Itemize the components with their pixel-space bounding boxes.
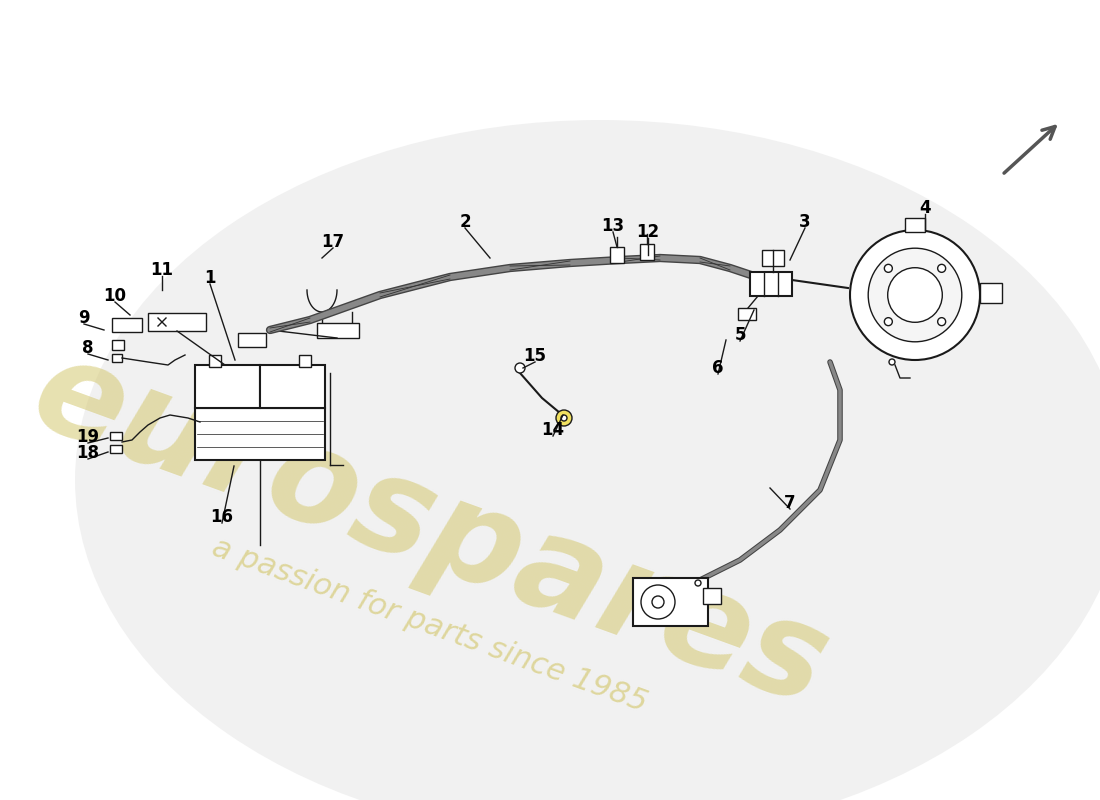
- Circle shape: [868, 248, 961, 342]
- Text: 6: 6: [713, 359, 724, 377]
- Circle shape: [850, 230, 980, 360]
- Text: 13: 13: [602, 217, 625, 235]
- Text: 1: 1: [205, 269, 216, 287]
- Text: 4: 4: [920, 199, 931, 217]
- Bar: [110, 432, 122, 440]
- Ellipse shape: [75, 120, 1100, 800]
- Bar: [195, 365, 260, 408]
- Circle shape: [884, 318, 892, 326]
- Circle shape: [884, 264, 892, 272]
- Bar: [640, 244, 654, 260]
- Circle shape: [889, 359, 895, 365]
- Bar: [703, 588, 720, 604]
- Bar: [317, 323, 359, 338]
- Text: 16: 16: [210, 508, 233, 526]
- Bar: [112, 340, 124, 350]
- Text: 8: 8: [82, 339, 94, 357]
- Bar: [738, 308, 756, 320]
- Text: 14: 14: [541, 421, 564, 439]
- Circle shape: [641, 585, 675, 619]
- Text: 15: 15: [524, 347, 547, 365]
- Text: eurospares: eurospares: [16, 327, 844, 733]
- Bar: [762, 250, 784, 266]
- Text: 11: 11: [151, 261, 174, 279]
- Text: 3: 3: [800, 213, 811, 231]
- Bar: [299, 355, 311, 367]
- Bar: [980, 283, 1002, 303]
- Bar: [195, 408, 324, 460]
- Text: 2: 2: [459, 213, 471, 231]
- Circle shape: [515, 363, 525, 373]
- Bar: [260, 365, 324, 408]
- Text: 7: 7: [784, 494, 795, 512]
- Bar: [112, 318, 142, 332]
- Text: 17: 17: [321, 233, 344, 251]
- Text: 12: 12: [637, 223, 660, 241]
- Bar: [209, 355, 221, 367]
- Circle shape: [556, 410, 572, 426]
- Circle shape: [888, 268, 943, 322]
- Circle shape: [937, 264, 946, 272]
- Circle shape: [695, 580, 701, 586]
- Circle shape: [652, 596, 664, 608]
- Text: 19: 19: [76, 428, 100, 446]
- Circle shape: [937, 318, 946, 326]
- Text: 10: 10: [103, 287, 127, 305]
- Bar: [112, 354, 122, 362]
- Bar: [750, 272, 792, 296]
- Bar: [905, 218, 925, 232]
- Text: 5: 5: [735, 326, 746, 344]
- Bar: [238, 333, 266, 347]
- Bar: [632, 578, 708, 626]
- Bar: [148, 313, 206, 331]
- Circle shape: [561, 415, 566, 421]
- Bar: [110, 445, 122, 453]
- Bar: [610, 247, 624, 263]
- Text: 9: 9: [78, 309, 90, 327]
- Text: 18: 18: [77, 444, 99, 462]
- Text: a passion for parts since 1985: a passion for parts since 1985: [208, 533, 651, 718]
